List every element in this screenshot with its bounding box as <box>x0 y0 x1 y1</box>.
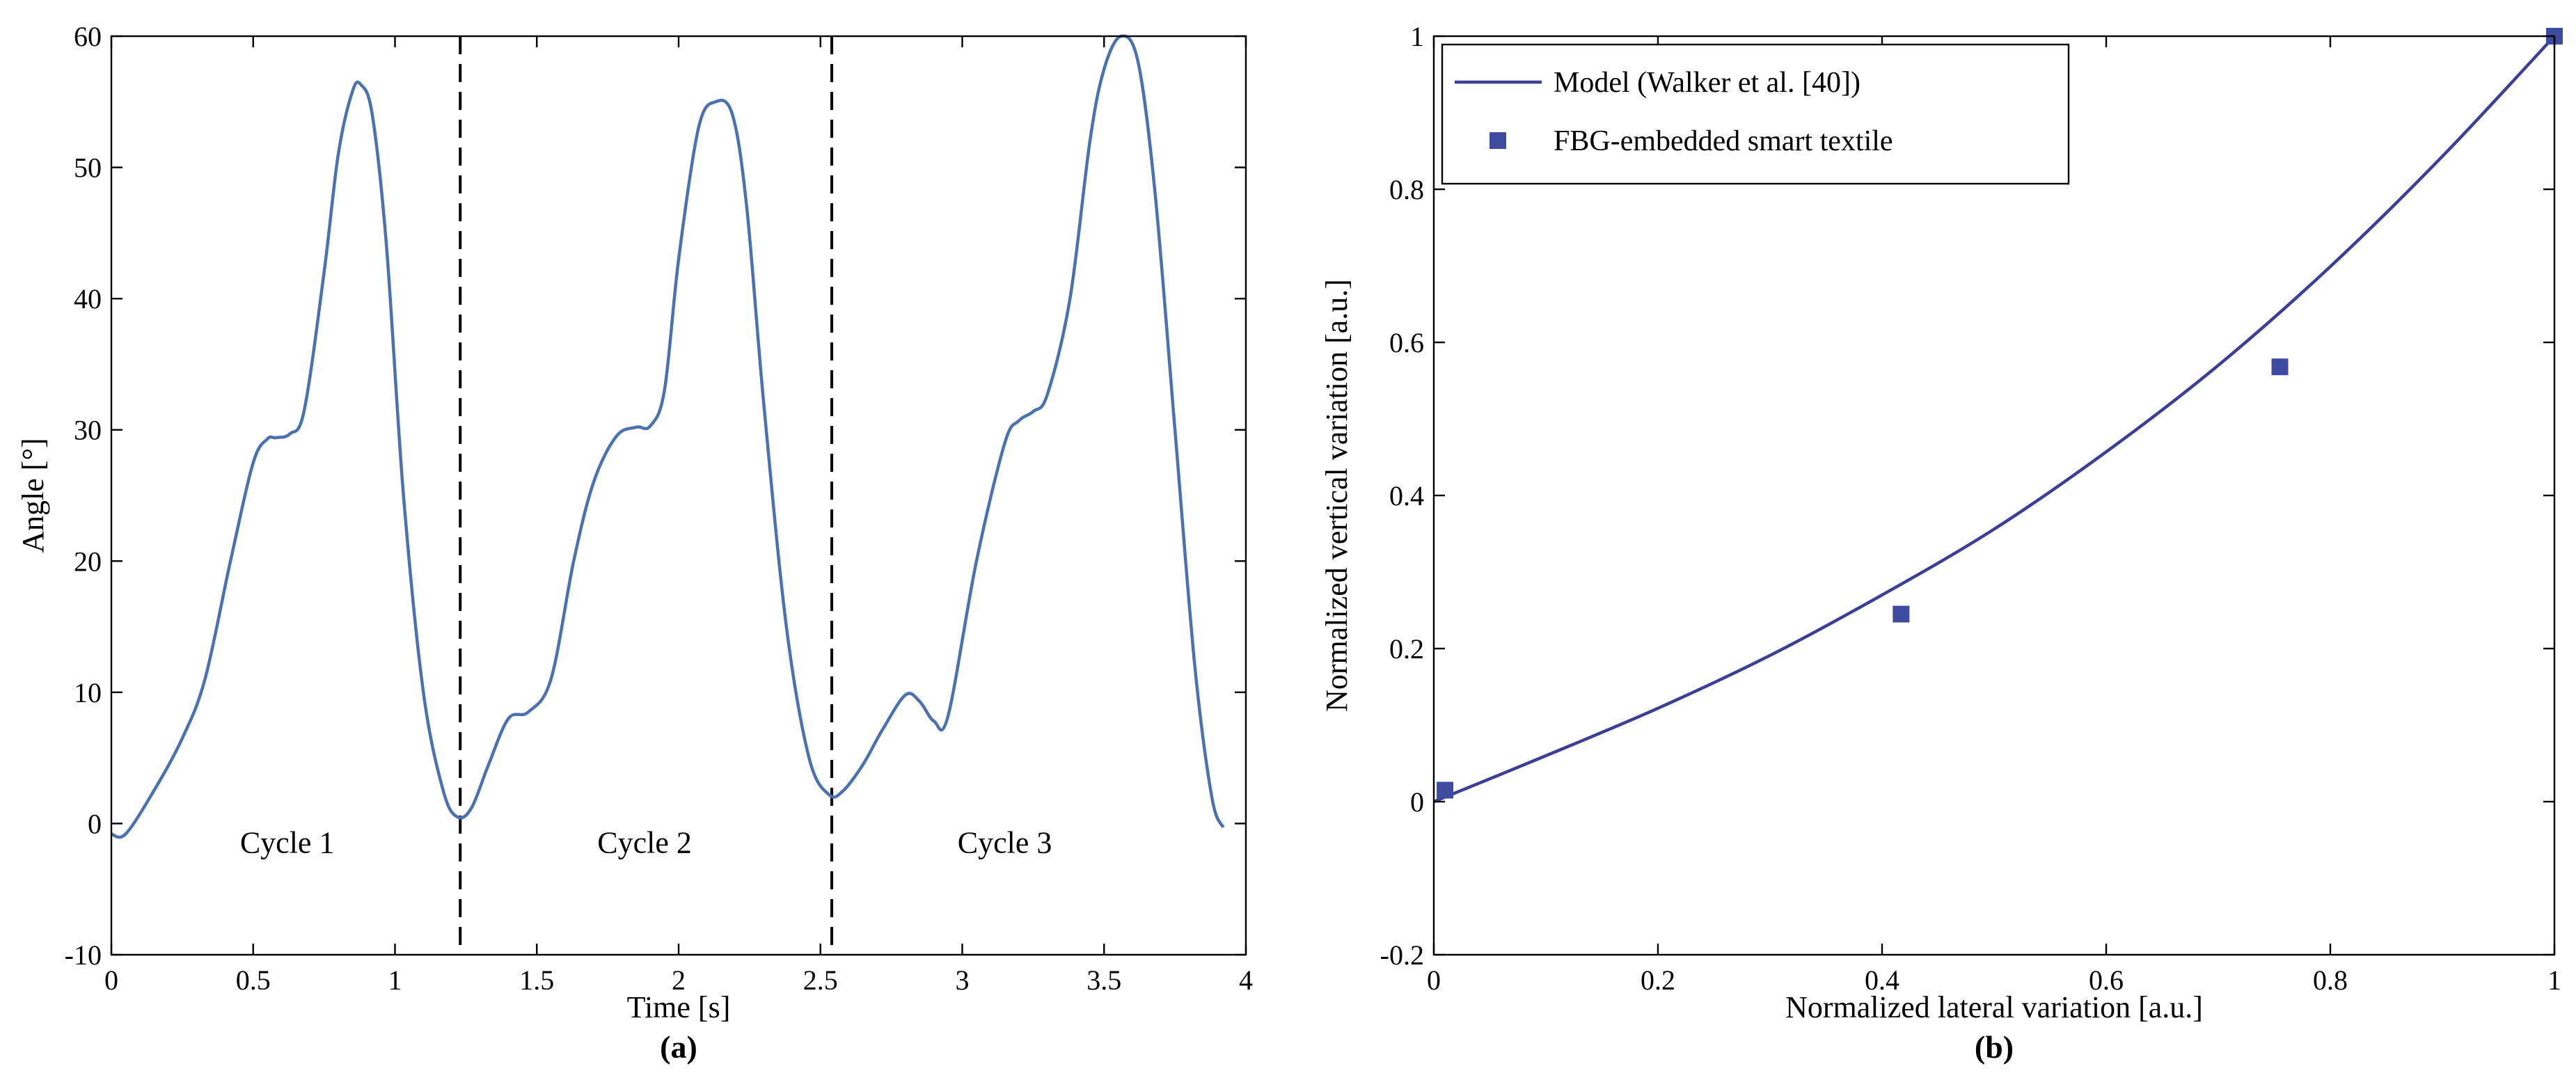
cycle-label-2: Cycle 2 <box>597 826 692 860</box>
a-xtick-label: 2.5 <box>803 964 838 996</box>
b-xtick-label: 0 <box>1427 964 1441 996</box>
panel-a-frame <box>110 35 1247 956</box>
fbg-data-point <box>1893 605 1910 623</box>
b-ytick-label: 0.2 <box>1389 633 1424 665</box>
a-ytick-label: 0 <box>88 808 102 839</box>
a-xtick-label: 1 <box>388 964 402 996</box>
a-xtick-label: 2 <box>672 964 686 996</box>
b-ytick-label: 0 <box>1410 786 1424 818</box>
a-xtick-label: 0 <box>104 964 118 996</box>
b-ytick-label: 1 <box>1410 21 1424 52</box>
model-series-line <box>1433 35 2556 804</box>
cycle-label-1: Cycle 1 <box>240 826 335 860</box>
legend-box <box>1441 43 2070 185</box>
a-ytick-label: 50 <box>74 152 102 184</box>
legend-label-model: Model (Walker et al. [40]) <box>1554 67 1860 99</box>
panel-b-ylabel: Normalized vertical variation [a.u.] <box>1320 279 1354 712</box>
b-ytick-label: -0.2 <box>1380 939 1424 971</box>
b-xtick-label: 0.2 <box>1641 964 1675 996</box>
a-ytick-label: -10 <box>65 939 102 971</box>
cycle-label-3: Cycle 3 <box>958 826 1052 860</box>
chart-panel-b: 0 0.2 0.4 0.6 0.8 1-0.200.20.40.60.81 Normali… <box>1320 21 2563 1065</box>
legend-marker-swatch <box>1490 132 1506 149</box>
panel-a-ylabel: Angle [°] <box>16 438 50 553</box>
b-ytick-label: 0.4 <box>1389 480 1424 511</box>
b-xtick-label: 0.8 <box>2313 964 2348 996</box>
panel-a-label: (a) <box>660 1029 697 1065</box>
a-xtick-label: 4 <box>1239 964 1253 996</box>
b-ytick-label: 0.6 <box>1389 327 1424 358</box>
b-ytick-label: 0.8 <box>1389 174 1424 205</box>
b-xtick-label: 1 <box>2547 964 2561 996</box>
fbg-data-point <box>2271 358 2289 376</box>
angle-series-line <box>111 34 1225 839</box>
panel-a-xlabel: Time [s] <box>627 990 731 1024</box>
a-ytick-label: 10 <box>74 677 102 708</box>
a-ytick-label: 40 <box>74 283 102 315</box>
b-xtick-label: 0.6 <box>2089 964 2124 996</box>
a-ytick-label: 20 <box>74 546 102 577</box>
a-ytick-label: 30 <box>74 415 102 446</box>
panel-b-label: (b) <box>1975 1029 2014 1065</box>
a-xtick-label: 1.5 <box>519 964 554 996</box>
a-xtick-label: 3.5 <box>1086 964 1121 996</box>
legend-label-fbg: FBG-embedded smart textile <box>1554 125 1893 157</box>
panel-b-xlabel: Normalized lateral variation [a.u.] <box>1785 990 2203 1024</box>
legend: Model (Walker et al. [40]) FBG-embedded … <box>1441 43 2070 185</box>
a-xtick-label: 0.5 <box>236 964 271 996</box>
a-ytick-label: 60 <box>74 21 102 52</box>
fbg-data-point <box>1437 781 1454 799</box>
b-xtick-label: 0.4 <box>1865 964 1899 996</box>
a-xtick-label: 3 <box>956 964 970 996</box>
